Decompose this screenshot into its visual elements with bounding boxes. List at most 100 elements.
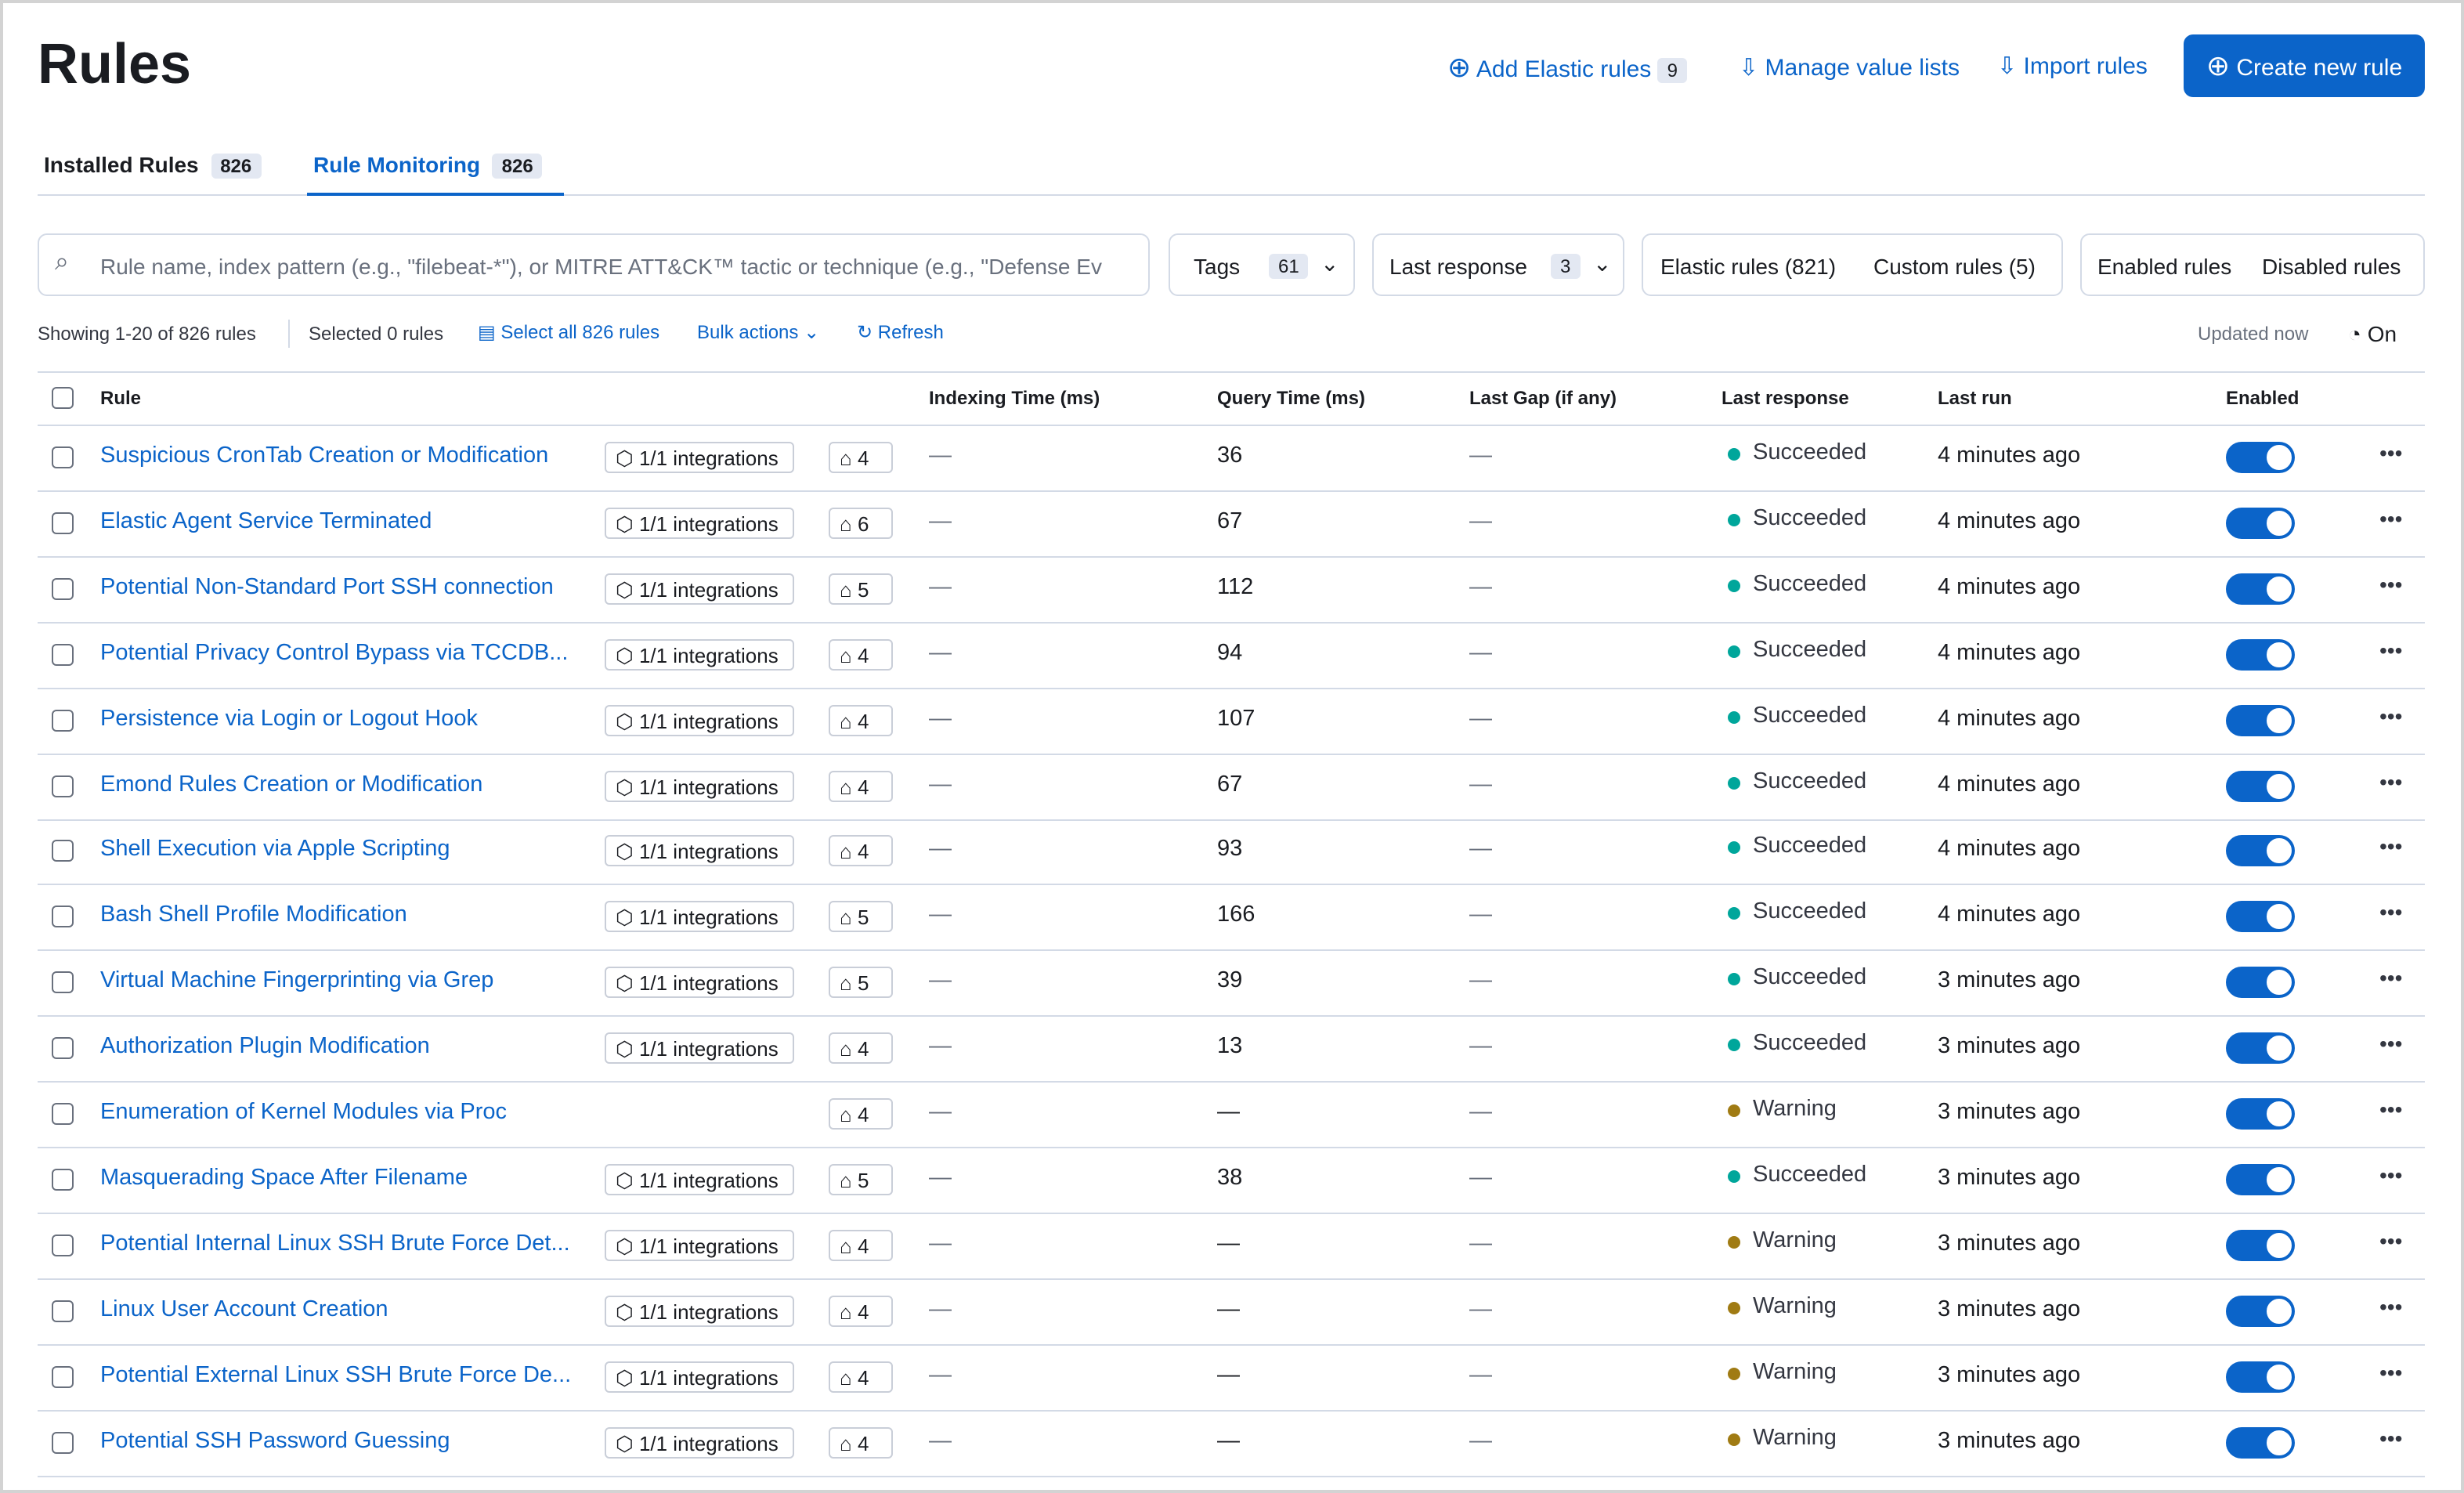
tags-badge[interactable]: ⌂ 4 — [829, 442, 893, 473]
integrations-badge[interactable]: ⬡ 1/1 integrations — [605, 1426, 794, 1458]
tags-badge[interactable]: ⌂ 4 — [829, 1426, 893, 1458]
row-actions[interactable]: ••• — [2379, 703, 2403, 728]
rule-name[interactable]: Masquerading Space After Filename — [100, 1165, 468, 1191]
integrations-badge[interactable]: ⬡ 1/1 integrations — [605, 704, 794, 736]
row-actions[interactable]: ••• — [2379, 1031, 2403, 1057]
enabled-toggle[interactable] — [2226, 1361, 2295, 1393]
elastic-rules-toggle[interactable]: Elastic rules (821) — [1660, 254, 1837, 279]
row-checkbox[interactable] — [52, 906, 74, 928]
column-header[interactable]: Enabled — [2226, 387, 2300, 409]
row-checkbox[interactable] — [52, 1300, 74, 1322]
integrations-badge[interactable]: ⬡ 1/1 integrations — [605, 1032, 794, 1065]
row-actions[interactable]: ••• — [2379, 1227, 2403, 1253]
rule-name[interactable]: Shell Execution via Apple Scripting — [100, 837, 450, 862]
tags-badge[interactable]: ⌂ 5 — [829, 901, 893, 933]
enabled-toggle[interactable] — [2226, 704, 2295, 736]
enabled-toggle[interactable] — [2226, 901, 2295, 933]
tags-badge[interactable]: ⌂ 4 — [829, 638, 893, 671]
row-actions[interactable]: ••• — [2379, 505, 2403, 531]
row-actions[interactable]: ••• — [2379, 1162, 2403, 1188]
integrations-badge[interactable]: ⬡ 1/1 integrations — [605, 638, 794, 671]
tags-badge[interactable]: ⌂ 4 — [829, 835, 893, 867]
rule-name[interactable]: Potential Non-Standard Port SSH connecti… — [100, 574, 554, 600]
enabled-toggle[interactable] — [2226, 1163, 2295, 1195]
rule-name[interactable]: Potential Internal Linux SSH Brute Force… — [100, 1231, 570, 1256]
row-actions[interactable]: ••• — [2379, 1097, 2403, 1122]
tags-badge[interactable]: ⌂ 4 — [829, 704, 893, 736]
row-actions[interactable]: ••• — [2379, 571, 2403, 597]
select-all[interactable]: ▤ Select all 826 rules — [478, 321, 660, 343]
integrations-badge[interactable]: ⬡ 1/1 integrations — [605, 770, 794, 801]
enabled-toggle[interactable]: Enabled rules — [2097, 254, 2232, 279]
rule-name[interactable]: Elastic Agent Service Terminated — [100, 508, 432, 534]
integrations-badge[interactable]: ⬡ 1/1 integrations — [605, 1229, 794, 1261]
tags-badge[interactable]: ⌂ 5 — [829, 573, 893, 605]
rule-name[interactable]: Suspicious CronTab Creation or Modificat… — [100, 443, 549, 468]
row-checkbox[interactable] — [52, 1234, 74, 1256]
rule-name[interactable]: Potential Privacy Control Bypass via TCC… — [100, 640, 569, 666]
enabled-toggle[interactable] — [2226, 967, 2295, 999]
integrations-badge[interactable]: ⬡ 1/1 integrations — [605, 967, 794, 999]
rule-name[interactable]: Authorization Plugin Modification — [100, 1034, 430, 1060]
enabled-toggle[interactable] — [2226, 1032, 2295, 1065]
row-actions[interactable]: ••• — [2379, 899, 2403, 925]
rule-name[interactable]: Virtual Machine Fingerprinting via Grep — [100, 968, 494, 994]
rule-name[interactable]: Bash Shell Profile Modification — [100, 902, 407, 928]
search-box[interactable]: ⌕ Rule name, index pattern (e.g., "fileb… — [38, 233, 1150, 296]
last-response-filter[interactable]: Last response 3 ⌄ — [1372, 233, 1624, 296]
enabled-toggle[interactable] — [2226, 638, 2295, 671]
bulk-actions[interactable]: Bulk actions ⌄ — [697, 321, 820, 343]
row-actions[interactable]: ••• — [2379, 1293, 2403, 1319]
tags-badge[interactable]: ⌂ 4 — [829, 1295, 893, 1327]
enabled-toggle[interactable] — [2226, 1098, 2295, 1130]
disabled-toggle[interactable]: Disabled rules — [2262, 254, 2401, 279]
select-all-checkbox[interactable] — [52, 387, 74, 409]
integrations-badge[interactable]: ⬡ 1/1 integrations — [605, 1361, 794, 1393]
row-checkbox[interactable] — [52, 577, 74, 600]
tags-badge[interactable]: ⌂ 5 — [829, 967, 893, 999]
integrations-badge[interactable]: ⬡ 1/1 integrations — [605, 442, 794, 473]
create-new-rule[interactable]: ⊕ Create new rule — [2184, 34, 2425, 97]
row-checkbox[interactable] — [52, 446, 74, 468]
import-rules[interactable]: ⇩ Import rules — [1997, 53, 2148, 80]
tags-badge[interactable]: ⌂ 4 — [829, 1098, 893, 1130]
row-checkbox[interactable] — [52, 1365, 74, 1388]
tags-badge[interactable]: ⌂ 6 — [829, 507, 893, 539]
add-elastic-rules[interactable]: ⊕ Add Elastic rules 9 — [1447, 52, 1688, 85]
row-checkbox[interactable] — [52, 840, 74, 862]
integrations-badge[interactable]: ⬡ 1/1 integrations — [605, 1295, 794, 1327]
tags-badge[interactable]: ⌂ 4 — [829, 1032, 893, 1065]
enabled-toggle[interactable] — [2226, 442, 2295, 473]
row-checkbox[interactable] — [52, 775, 74, 797]
row-actions[interactable]: ••• — [2379, 1359, 2403, 1385]
integrations-badge[interactable]: ⬡ 1/1 integrations — [605, 573, 794, 605]
integrations-badge[interactable]: ⬡ 1/1 integrations — [605, 1163, 794, 1195]
custom-rules-toggle[interactable]: Custom rules (5) — [1873, 254, 2036, 279]
tags-filter[interactable]: Tags 61 ⌄ — [1169, 233, 1355, 296]
integrations-badge[interactable]: ⬡ 1/1 integrations — [605, 835, 794, 867]
row-checkbox[interactable] — [52, 1431, 74, 1453]
manage-value-lists[interactable]: ⇩ Manage value lists — [1739, 55, 1960, 81]
tags-badge[interactable]: ⌂ 5 — [829, 1163, 893, 1195]
enabled-toggle[interactable] — [2226, 835, 2295, 867]
tab-monitoring[interactable]: Rule Monitoring 826 — [313, 152, 543, 179]
row-checkbox[interactable] — [52, 1168, 74, 1191]
enabled-toggle[interactable] — [2226, 1295, 2295, 1327]
row-actions[interactable]: ••• — [2379, 965, 2403, 991]
enabled-toggle[interactable] — [2226, 770, 2295, 801]
rule-name[interactable]: Potential External Linux SSH Brute Force… — [100, 1362, 572, 1388]
row-actions[interactable]: ••• — [2379, 637, 2403, 663]
tags-badge[interactable]: ⌂ 4 — [829, 770, 893, 801]
row-checkbox[interactable] — [52, 971, 74, 994]
rule-name[interactable]: Linux User Account Creation — [100, 1296, 388, 1322]
rule-name[interactable]: Persistence via Login or Logout Hook — [100, 706, 479, 732]
row-actions[interactable]: ••• — [2379, 833, 2403, 859]
enabled-toggle[interactable] — [2226, 507, 2295, 539]
row-checkbox[interactable] — [52, 1037, 74, 1060]
row-checkbox[interactable] — [52, 1103, 74, 1125]
auto-refresh[interactable]: ◔ On — [2348, 321, 2397, 346]
row-actions[interactable]: ••• — [2379, 1425, 2403, 1450]
integrations-badge[interactable]: ⬡ 1/1 integrations — [605, 901, 794, 933]
refresh[interactable]: ↻ Refresh — [857, 321, 944, 343]
enabled-toggle[interactable] — [2226, 1229, 2295, 1261]
